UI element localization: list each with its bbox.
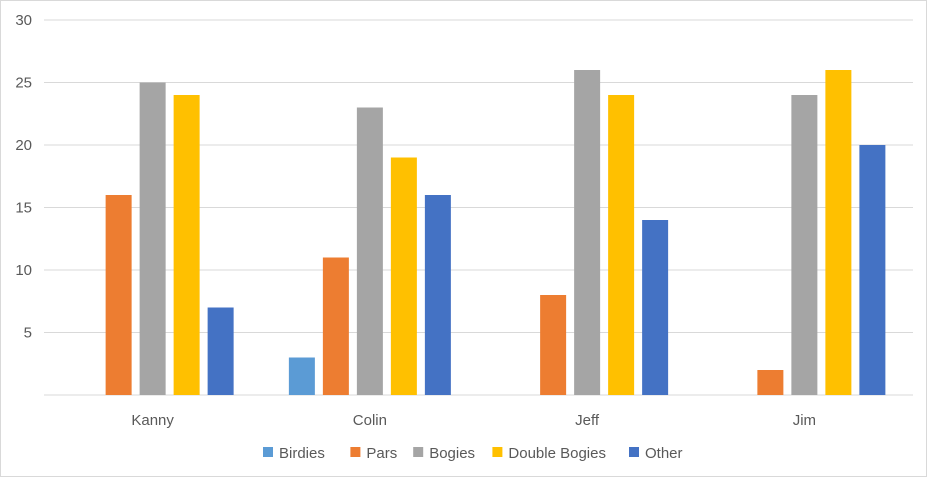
- bar-double-bogies-colin: [390, 157, 417, 395]
- legend-swatch: [413, 447, 424, 457]
- legend-item-birdies: Birdies: [263, 445, 325, 462]
- legend-label: Bogies: [429, 445, 475, 462]
- x-tick-label: Kanny: [131, 412, 174, 429]
- x-axis-ticks: Kanny Colin Jeff Jim: [131, 412, 816, 429]
- bar-double-bogies-jim: [825, 70, 852, 395]
- legend-swatch: [629, 447, 639, 457]
- legend-label: Double Bogies: [508, 445, 606, 462]
- legend-item-double-bogies: Double Bogies: [492, 445, 606, 462]
- legend-item-pars: Pars: [350, 445, 397, 462]
- bar-double-bogies-jeff: [608, 95, 635, 395]
- bar-pars-colin: [322, 257, 349, 395]
- legend-swatch: [263, 447, 273, 457]
- legend-label: Birdies: [279, 445, 325, 462]
- y-tick-label: 5: [24, 325, 32, 342]
- bar-other-colin: [424, 195, 451, 395]
- legend-swatch: [492, 447, 503, 457]
- bars: [105, 70, 886, 395]
- legend-item-bogies: Bogies: [413, 445, 475, 462]
- legend-item-other: Other: [629, 445, 683, 462]
- y-tick-label: 25: [15, 75, 32, 92]
- bar-pars-jeff: [540, 295, 567, 395]
- legend-label: Pars: [366, 445, 397, 462]
- bar-other-jeff: [642, 220, 669, 395]
- legend: Birdies Pars Bogies Double Bogies Other: [263, 445, 683, 462]
- bar-bogies-jim: [791, 95, 818, 395]
- bar-birdies-colin: [288, 357, 315, 395]
- bar-pars-jim: [757, 370, 784, 395]
- x-tick-label: Jeff: [575, 412, 600, 429]
- bar-bogies-kanny: [139, 82, 166, 395]
- y-tick-label: 15: [15, 200, 32, 217]
- bar-bogies-jeff: [574, 70, 601, 395]
- legend-label: Other: [645, 445, 683, 462]
- bar-pars-kanny: [105, 195, 132, 395]
- y-tick-label: 20: [15, 137, 32, 154]
- legend-swatch: [350, 447, 361, 457]
- bar-double-bogies-kanny: [173, 95, 200, 395]
- x-tick-label: Jim: [793, 412, 816, 429]
- y-tick-label: 10: [15, 262, 32, 279]
- x-tick-label: Colin: [353, 412, 387, 429]
- bar-other-jim: [859, 145, 886, 395]
- y-axis-ticks: 5 10 15 20 25 30: [15, 12, 32, 342]
- bar-bogies-colin: [356, 107, 383, 395]
- bar-other-kanny: [207, 307, 234, 395]
- y-tick-label: 30: [15, 12, 32, 29]
